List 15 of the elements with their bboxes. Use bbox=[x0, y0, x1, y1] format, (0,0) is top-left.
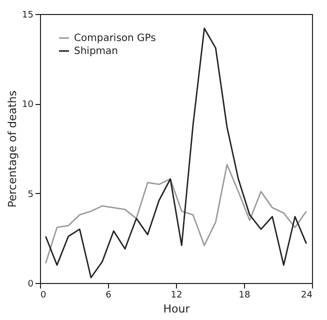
legend-label: Shipman bbox=[74, 46, 118, 57]
y-tick-label: 5 bbox=[28, 190, 34, 200]
x-tick-label: 0 bbox=[40, 290, 46, 300]
x-tick-label: 18 bbox=[238, 290, 250, 300]
legend-label: Comparison GPs bbox=[74, 33, 156, 44]
y-tick-label: 0 bbox=[28, 280, 34, 290]
y-tick-label: 15 bbox=[22, 10, 34, 20]
x-tick-label: 24 bbox=[301, 290, 313, 300]
line-series bbox=[44, 28, 308, 278]
x-axis-title: Hour bbox=[163, 302, 190, 316]
x-tick-label: 6 bbox=[106, 290, 112, 300]
line-series bbox=[44, 164, 308, 264]
x-tick-label: 12 bbox=[170, 290, 182, 300]
y-axis-title: Percentage of deaths bbox=[6, 90, 20, 208]
y-tick-label: 10 bbox=[22, 100, 34, 110]
